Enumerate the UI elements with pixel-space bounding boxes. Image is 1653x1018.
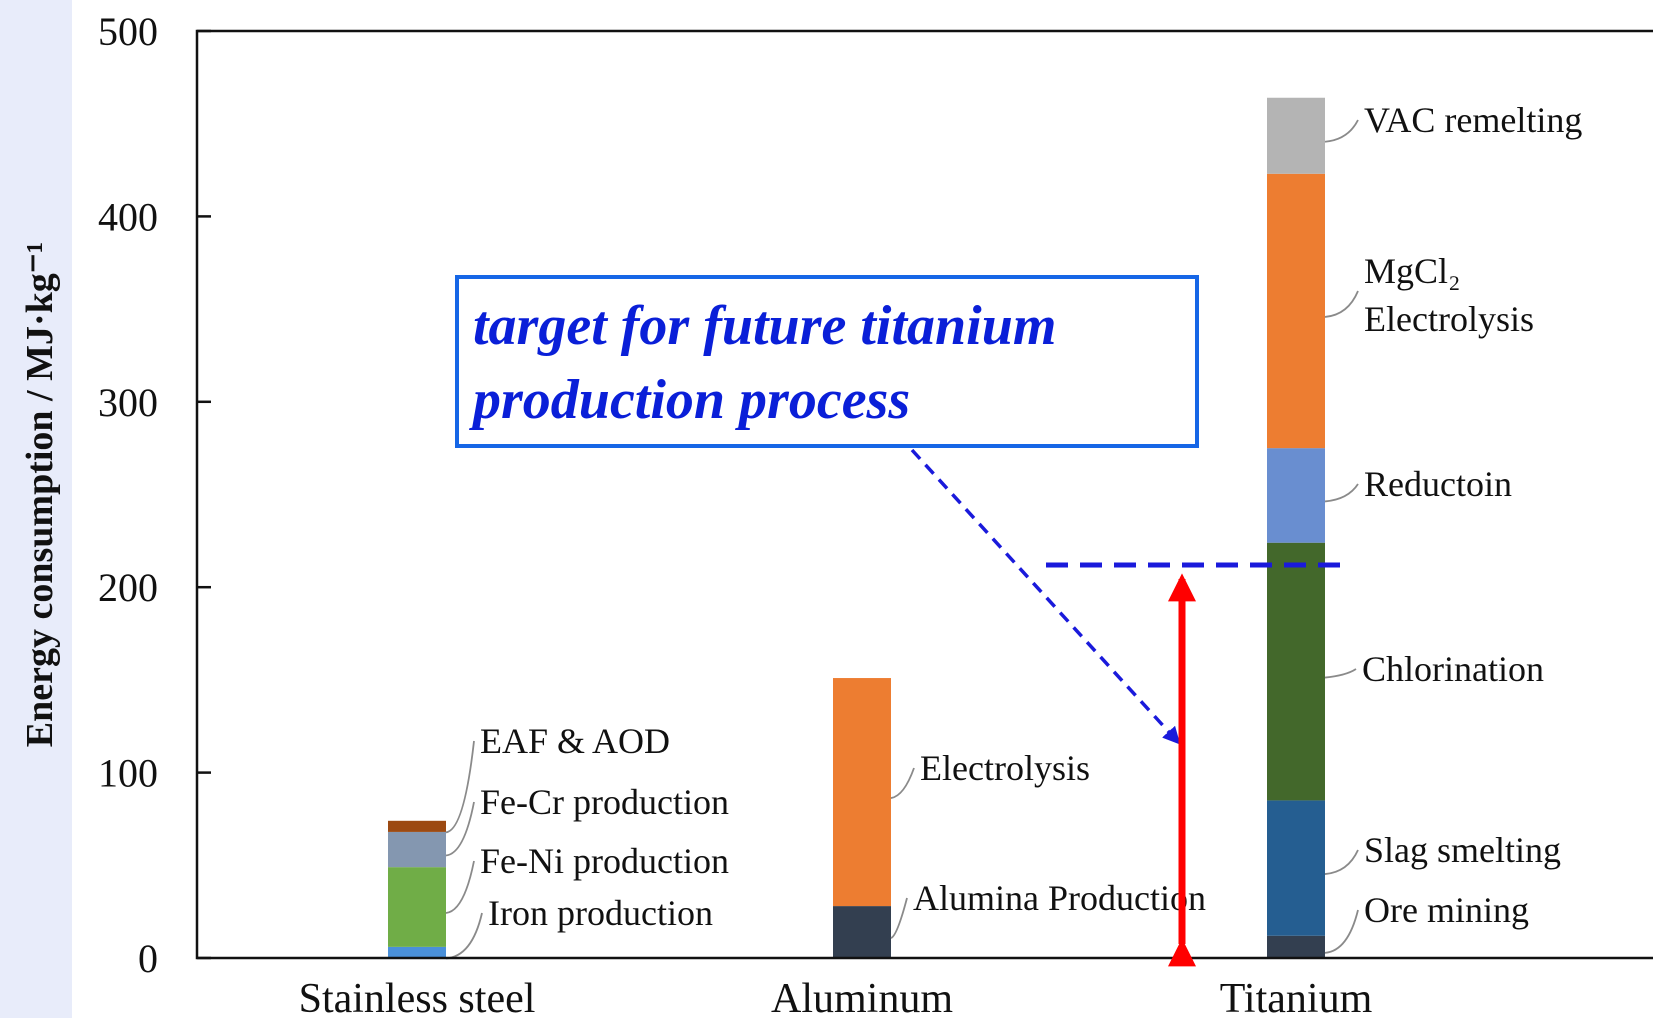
category-label: Aluminum: [771, 976, 953, 1018]
segment-label: Fe-Cr production: [480, 782, 729, 822]
y-tick-label: 400: [98, 194, 158, 239]
annotation-box: target for future titanium production pr…: [455, 275, 1199, 448]
segment-leader-line: [890, 897, 908, 939]
bar-segment: [388, 946, 446, 958]
y-tick-label: 0: [138, 936, 158, 981]
segment-label: VAC remelting: [1364, 100, 1582, 140]
bar-segment: [388, 867, 446, 947]
segment-leader-line: [1324, 849, 1359, 875]
segment-leader-line: [445, 740, 475, 834]
category-labels: Stainless steel Aluminum Titanium: [299, 976, 1373, 1018]
y-axis-label: Energy consumption / MJ·kg⁻¹: [19, 242, 61, 747]
segment-leader-line: [890, 767, 915, 799]
plot-frame: [195, 29, 1653, 960]
bars: [388, 97, 1325, 958]
segment-leader-line: [445, 912, 483, 960]
segment-leader-lines: [445, 119, 1359, 960]
bar-segment: [1267, 542, 1325, 801]
bar-segment: [388, 831, 446, 868]
bar-segment: [1267, 800, 1325, 936]
y-tick-label: 100: [98, 751, 158, 796]
bar-segment: [1267, 97, 1325, 174]
bar-segment: [833, 678, 891, 907]
left-background-band: [0, 0, 72, 1018]
y-tick-label: 300: [98, 380, 158, 425]
segment-label: EAF & AOD: [480, 721, 670, 761]
segment-label: Fe-Ni production: [480, 841, 729, 881]
segment-leader-line: [1324, 668, 1357, 679]
annotation-pointer: [910, 448, 1181, 745]
annotation-line-1: target for future titanium: [473, 295, 1057, 357]
bar-segment: [833, 906, 891, 958]
segment-label: Alumina Production: [913, 878, 1206, 918]
segment-label: Electrolysis: [920, 748, 1090, 788]
category-label: Titanium: [1220, 976, 1373, 1018]
y-tick-label: 200: [98, 565, 158, 610]
bar-segment: [388, 820, 446, 832]
bar-segment: [1267, 173, 1325, 449]
category-label: Stainless steel: [299, 976, 536, 1018]
segment-label: Slag smelting: [1364, 830, 1561, 870]
segment-leader-line: [1324, 909, 1359, 954]
segment-label: Iron production: [488, 893, 713, 933]
bar-segment: [1267, 448, 1325, 543]
segment-label: Reductoin: [1364, 464, 1512, 504]
segment-label: Chlorination: [1362, 649, 1544, 689]
segment-leader-line: [1324, 290, 1359, 318]
segment-leader-line: [1324, 483, 1359, 503]
y-tick-label: 500: [98, 9, 158, 54]
segment-leader-line: [445, 860, 475, 914]
annotation-line-2: production process: [473, 369, 911, 431]
segment-labels: Iron production Fe-Ni production Fe-Cr pro…: [480, 100, 1582, 933]
segment-leader-line: [1324, 119, 1359, 143]
segment-leader-line: [445, 801, 475, 857]
segment-label: MgCl₂ Electrolysis: [1364, 251, 1534, 339]
bar-segment: [1267, 935, 1325, 958]
segment-label: Ore mining: [1364, 890, 1529, 930]
y-axis-ticks: 0 100 200 300 400 500: [98, 9, 211, 981]
